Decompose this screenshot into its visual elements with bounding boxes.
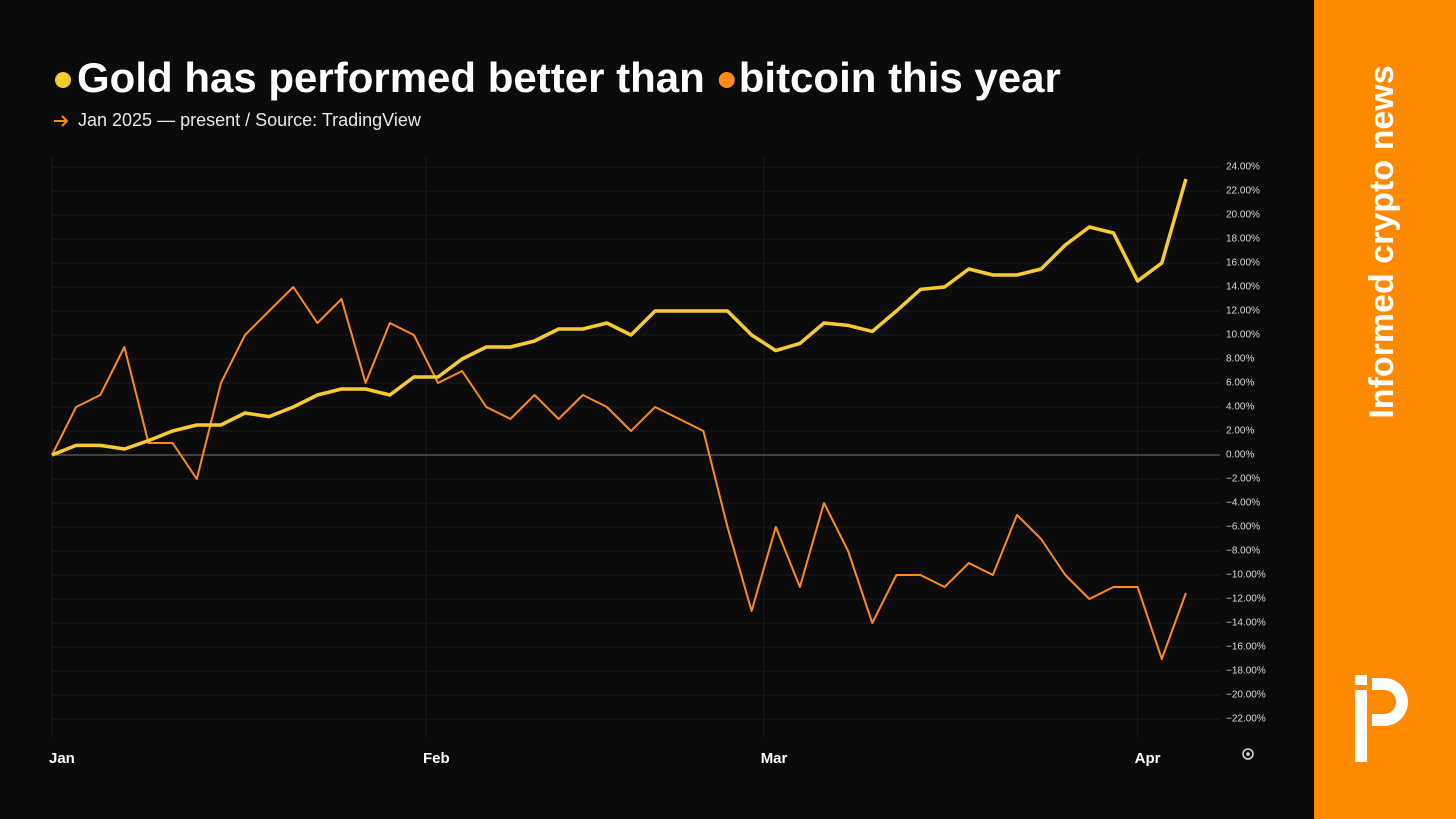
brand-logo [1355, 675, 1408, 762]
series-line [51, 286, 1187, 660]
y-tick-label: 20.00% [1226, 210, 1260, 221]
logo-dot [1355, 675, 1367, 685]
settings-center [1246, 752, 1250, 756]
y-tick-label: −10.00% [1226, 570, 1266, 581]
y-tick-label: 12.00% [1226, 306, 1260, 317]
brand-text: Informed crypto news [1363, 65, 1401, 418]
y-tick-label: −14.00% [1226, 618, 1266, 629]
chart-title: bitcoin this year [739, 54, 1061, 101]
plot-area: 24.00% 22.00% 20.00% 18.00% 16.00% 14.00% 12.0… [49, 157, 1266, 767]
y-tick-label: 10.00% [1226, 330, 1260, 341]
title-dot [718, 72, 735, 88]
y-tick-label: 14.00% [1226, 282, 1260, 293]
chart-subtitle: Jan 2025 — present / Source: TradingView [78, 110, 422, 130]
x-tick-label: Apr [1135, 750, 1161, 767]
y-tick-label: −20.00% [1226, 690, 1266, 701]
y-tick-label: −8.00% [1226, 546, 1260, 557]
y-tick-label: 2.00% [1226, 426, 1254, 437]
y-tick-label: 8.00% [1226, 354, 1254, 365]
settings-icon[interactable] [1242, 748, 1254, 760]
y-tick-label: 22.00% [1226, 186, 1260, 197]
settings-ring [1242, 748, 1254, 760]
y-tick-label: −2.00% [1226, 474, 1260, 485]
y-tick-label: −12.00% [1226, 594, 1266, 605]
y-tick-label: −16.00% [1226, 642, 1266, 653]
y-tick-label: 0.00% [1226, 450, 1254, 461]
y-tick-label: 18.00% [1226, 234, 1260, 245]
x-tick-label: Mar [761, 750, 788, 767]
y-tick-label: 4.00% [1226, 402, 1254, 413]
y-tick-label: 16.00% [1226, 258, 1260, 269]
x-tick-label: Feb [423, 750, 450, 767]
y-tick-label: 6.00% [1226, 378, 1254, 389]
x-tick-label: Jan [49, 750, 75, 767]
chart-title: Gold has performed better than [77, 54, 705, 101]
series-line [51, 178, 1188, 457]
subtitle-arrow [54, 115, 69, 127]
logo-bowl [1372, 678, 1408, 726]
logo-stem [1355, 690, 1367, 762]
y-tick-label: −22.00% [1226, 714, 1266, 725]
background [0, 0, 1314, 819]
y-tick-label: −6.00% [1226, 522, 1260, 533]
title-dot [55, 72, 71, 88]
y-tick-label: −4.00% [1226, 498, 1260, 509]
y-tick-label: −18.00% [1226, 666, 1266, 677]
y-tick-label: 24.00% [1226, 162, 1260, 173]
